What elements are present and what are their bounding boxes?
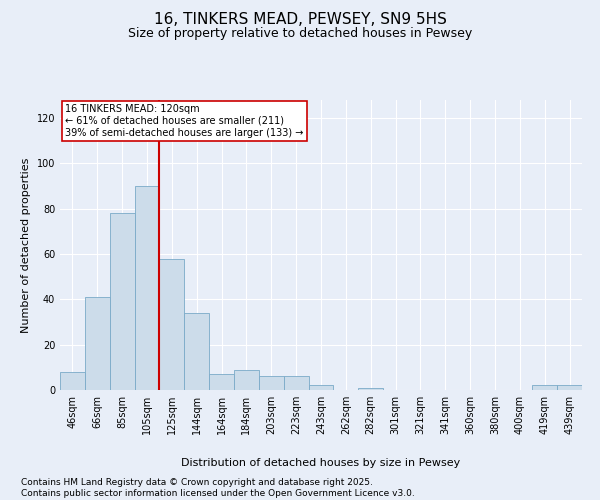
Bar [532, 386, 557, 390]
Text: Contains HM Land Registry data © Crown copyright and database right 2025.
Contai: Contains HM Land Registry data © Crown c… [21, 478, 415, 498]
Bar [557, 386, 582, 390]
Text: Size of property relative to detached houses in Pewsey: Size of property relative to detached ho… [128, 28, 472, 40]
Bar [110, 214, 134, 390]
Text: 16 TINKERS MEAD: 120sqm
← 61% of detached houses are smaller (211)
39% of semi-d: 16 TINKERS MEAD: 120sqm ← 61% of detache… [65, 104, 304, 138]
Bar [60, 372, 85, 390]
Y-axis label: Number of detached properties: Number of detached properties [21, 158, 31, 332]
Bar [284, 376, 308, 390]
Bar [85, 297, 110, 390]
Text: Distribution of detached houses by size in Pewsey: Distribution of detached houses by size … [181, 458, 461, 468]
Bar [184, 313, 209, 390]
Text: 16, TINKERS MEAD, PEWSEY, SN9 5HS: 16, TINKERS MEAD, PEWSEY, SN9 5HS [154, 12, 446, 28]
Bar [358, 388, 383, 390]
Bar [308, 386, 334, 390]
Bar [209, 374, 234, 390]
Bar [160, 258, 184, 390]
Bar [134, 186, 160, 390]
Bar [259, 376, 284, 390]
Bar [234, 370, 259, 390]
